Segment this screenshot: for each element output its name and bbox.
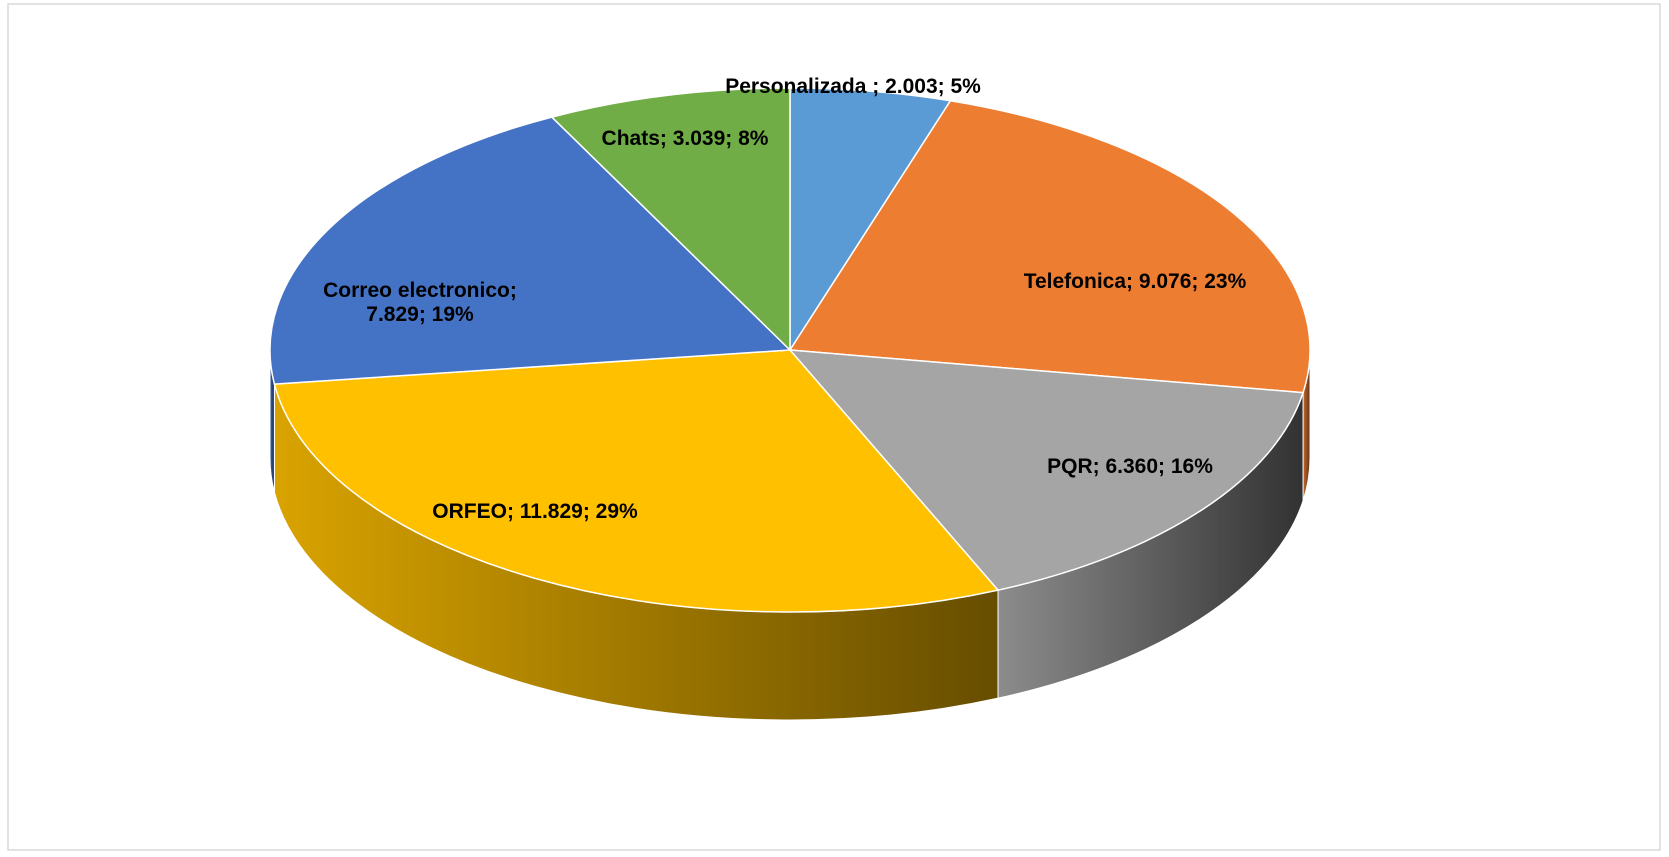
data-label: PQR; 6.360; 16% [1047,455,1213,478]
pie-slice [789,87,952,353]
data-label: ORFEO; 11.829; 29% [432,500,638,523]
pie-slice [269,116,792,385]
pie-slice [550,87,791,352]
data-label: Chats; 3.039; 8% [601,127,769,150]
pie-slice [788,99,1311,394]
data-label: Personalizada ; 2.003; 5% [725,75,981,98]
data-label: Telefonica; 9.076; 23% [1023,270,1247,293]
pie-slice [788,349,1305,591]
pie-slice [273,349,1000,613]
data-label: Correo electronico; 7.829; 19% [323,279,517,326]
